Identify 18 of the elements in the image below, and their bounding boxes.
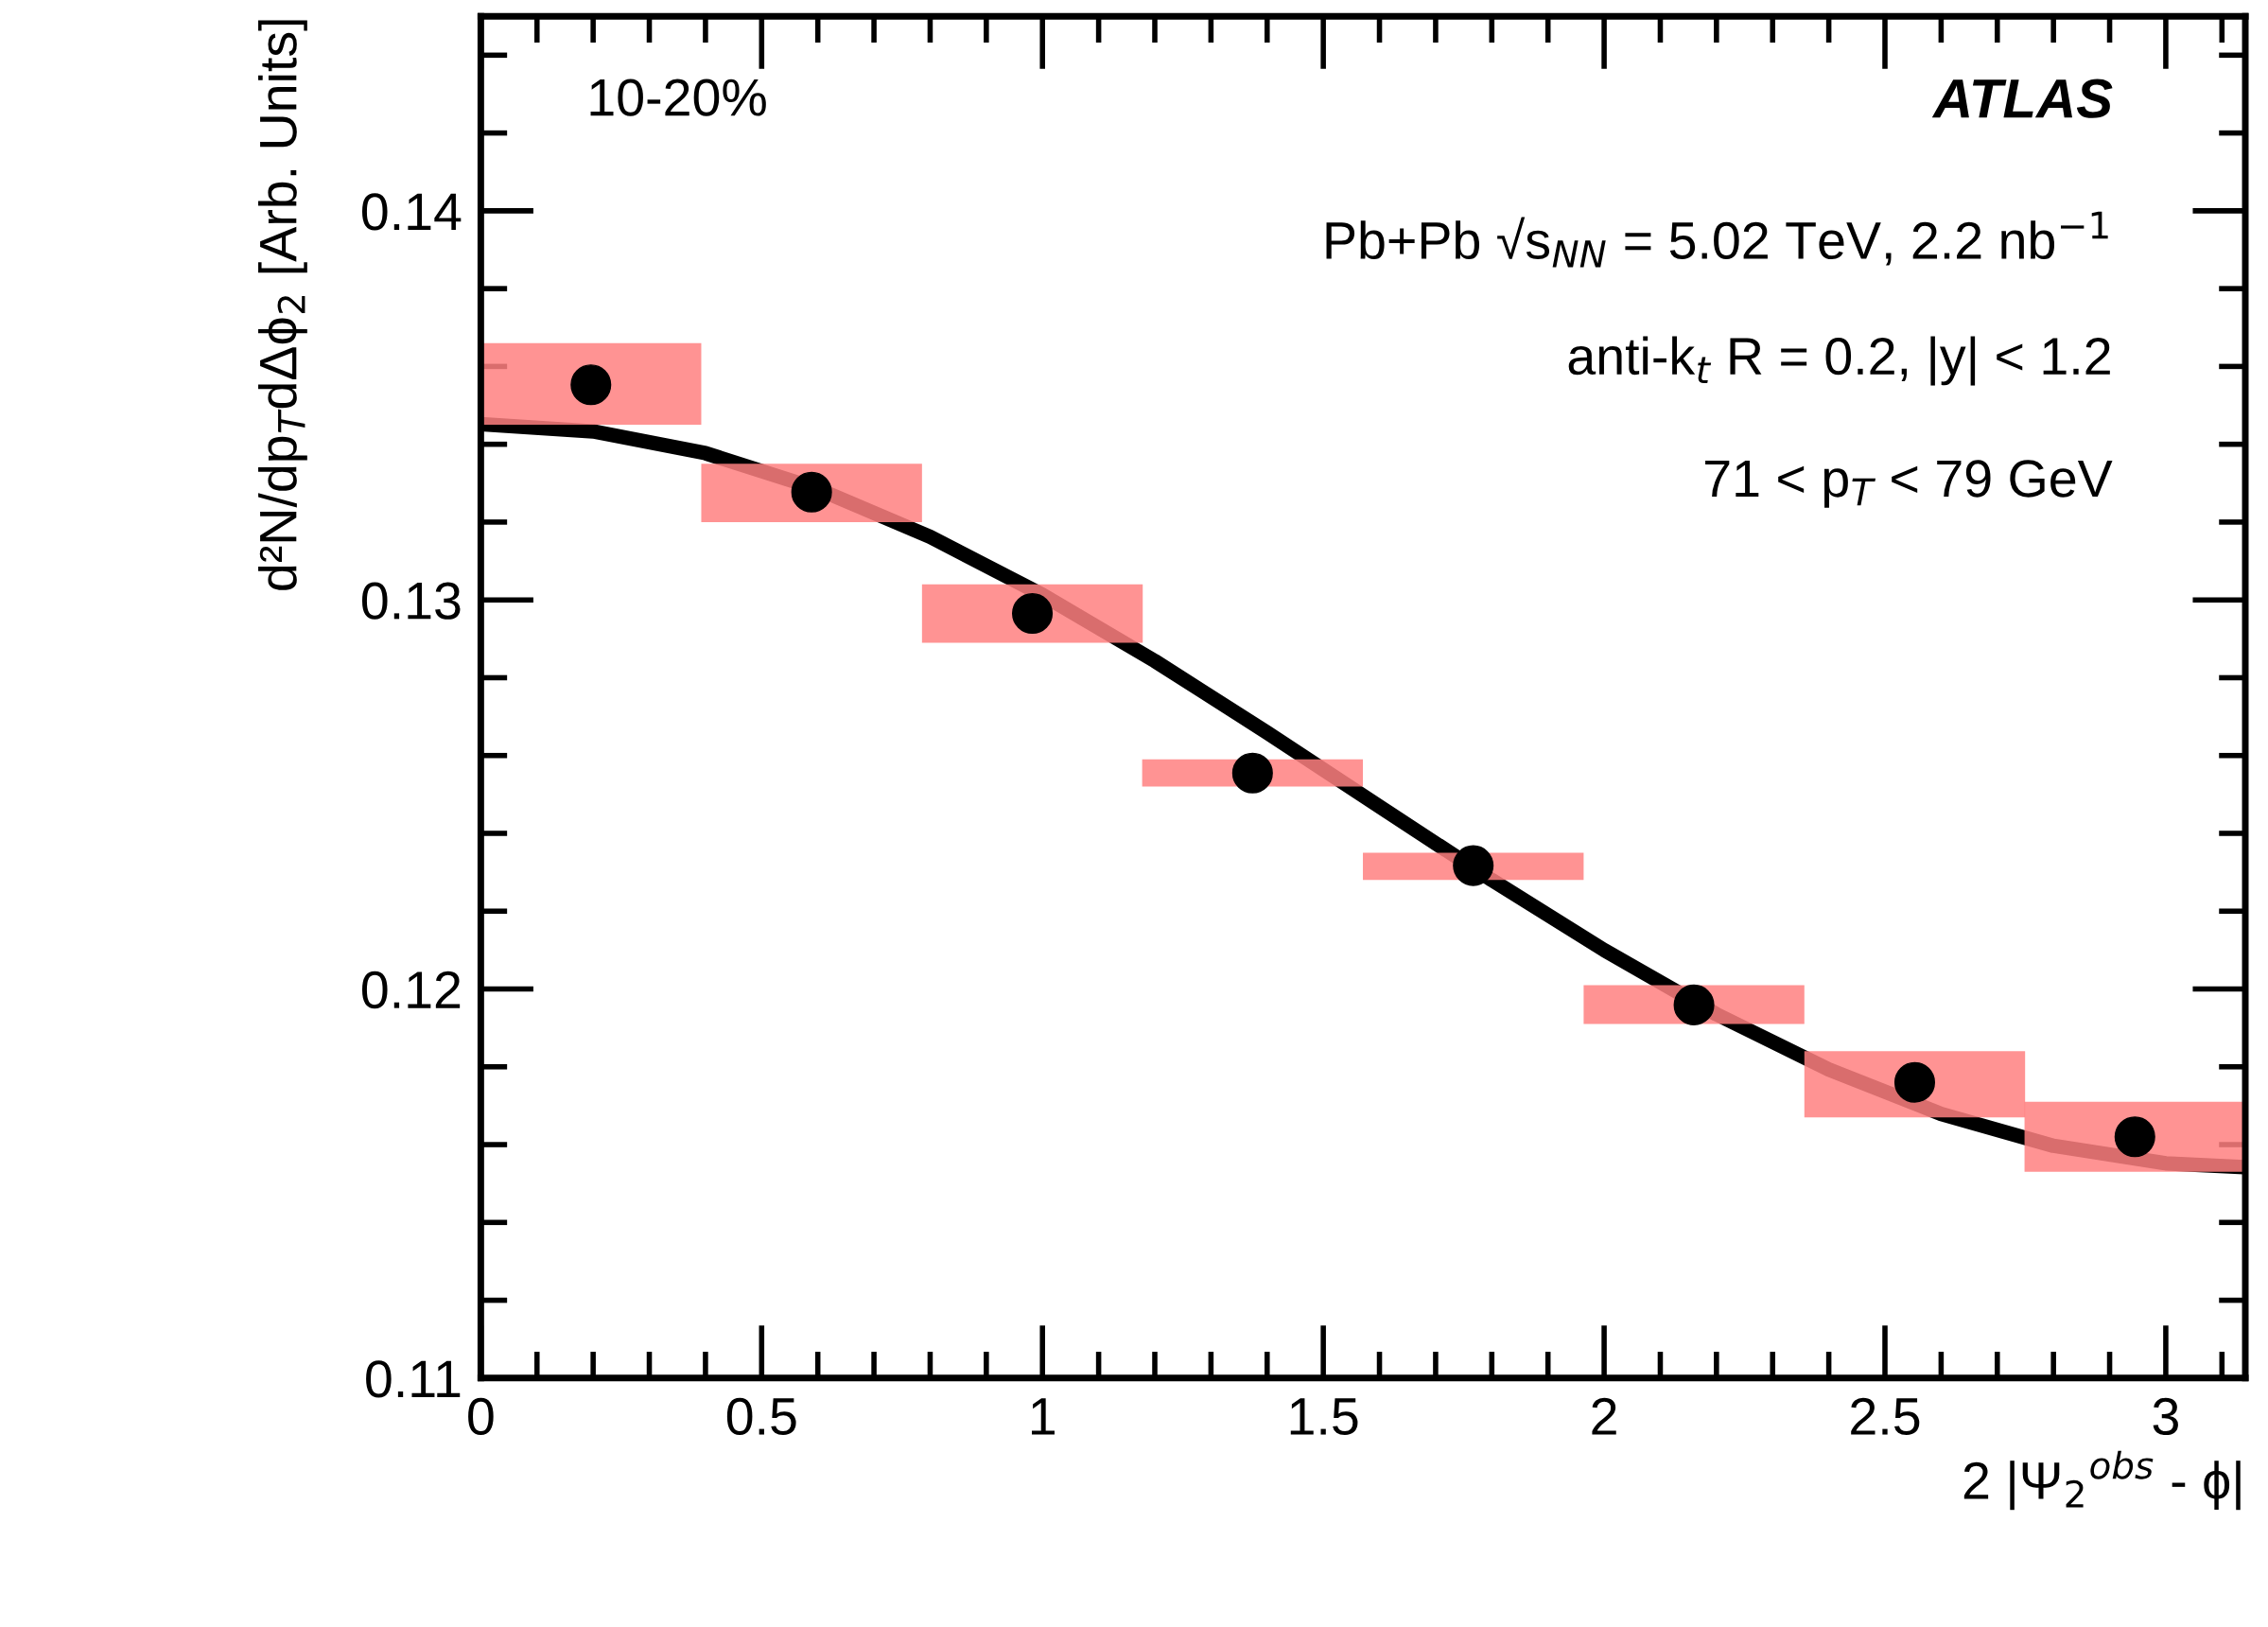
x-tick-label: 2.5 xyxy=(1851,1397,1920,1436)
annotation: ATLAS xyxy=(1931,79,2113,118)
y-tick-label: 0.13 xyxy=(361,582,461,620)
x-tick-label: 0.5 xyxy=(726,1397,796,1436)
x-axis-title: 2 |Ψ$_{2}$$^{obs}$ - ϕ| xyxy=(1963,1450,2241,1511)
y-axis-title: d²N/dp$_{T}$dΔϕ$_{2}$ [Arb. Units] xyxy=(258,20,307,590)
y-tick-label: 0.11 xyxy=(366,1360,461,1398)
x-tick-label: 1.5 xyxy=(1290,1398,1358,1436)
y-tick-label: 0.12 xyxy=(361,971,461,1009)
x-tick-label: 2 xyxy=(1592,1397,1616,1435)
annotation: anti-k$_{t}$ R = 0.2, |y| < 1.2 xyxy=(1568,336,2110,386)
x-tick-label: 1 xyxy=(1032,1398,1055,1435)
y-tick-label: 0.14 xyxy=(361,193,462,231)
annotation: Pb+Pb √s$_{NN}$ = 5.02 TeV, 2.2 nb$^{−1}$ xyxy=(1326,211,2108,268)
x-tick-label: 0 xyxy=(468,1397,494,1436)
x-tick-label: 3 xyxy=(2153,1397,2178,1436)
annotation: 71 < p$_{T}$ < 79 GeV xyxy=(1705,460,2113,508)
annotation: 10-20% xyxy=(590,79,766,116)
